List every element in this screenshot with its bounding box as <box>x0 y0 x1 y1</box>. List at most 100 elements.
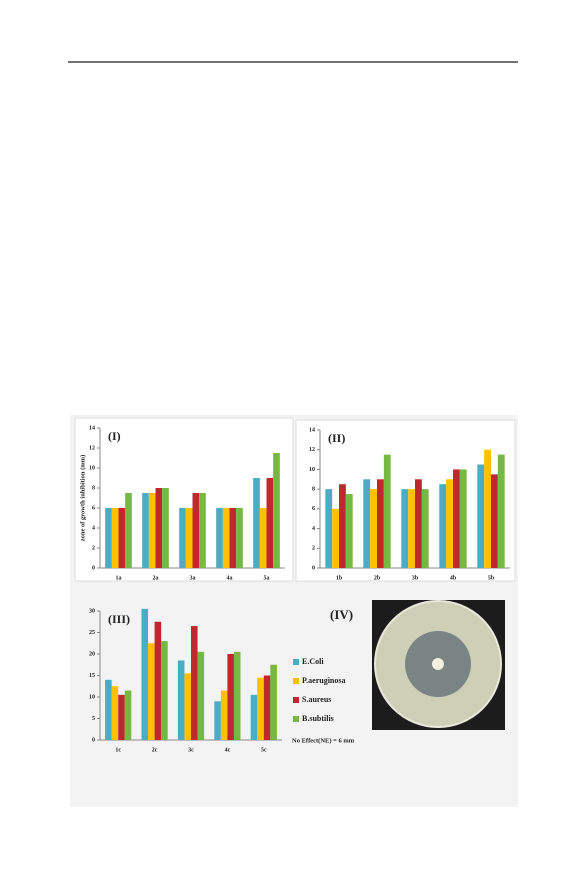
bar <box>111 508 119 568</box>
petri-photo <box>372 600 505 730</box>
bar <box>229 508 237 568</box>
x-tick-label: 2a <box>153 575 159 581</box>
panel-label: (I) <box>108 429 121 443</box>
y-tick-label: 30 <box>89 608 95 614</box>
y-tick-label: 2 <box>92 545 95 551</box>
bar <box>491 474 498 568</box>
panel-label: (II) <box>328 431 345 445</box>
bar <box>259 508 267 568</box>
bar <box>439 484 447 568</box>
bar <box>214 701 221 740</box>
y-tick-label: 4 <box>312 526 315 532</box>
bar <box>142 493 149 568</box>
y-tick-label: 15 <box>89 673 95 679</box>
legend-label: S.aureus <box>302 695 331 704</box>
bar <box>415 479 422 568</box>
bar <box>332 508 339 568</box>
y-tick-label: 4 <box>92 525 95 531</box>
x-tick-label: 5a <box>264 575 270 581</box>
bar <box>118 694 125 740</box>
y-tick-label: 6 <box>312 506 315 512</box>
bar <box>453 469 460 568</box>
legend-label: B.subtilis <box>302 714 334 723</box>
bar <box>459 469 467 568</box>
bar <box>339 484 346 568</box>
y-tick-label: 10 <box>309 467 315 473</box>
legend-swatch <box>293 716 299 722</box>
bar <box>148 643 155 740</box>
bar <box>477 464 485 568</box>
bar <box>124 690 132 740</box>
disc <box>432 658 444 670</box>
note: No Effect(NE) = 6 mm <box>292 737 355 744</box>
bar <box>270 664 277 740</box>
legend-swatch <box>293 659 299 665</box>
x-tick-label: 4a <box>227 575 233 581</box>
bar <box>185 508 193 568</box>
bar <box>233 651 241 740</box>
bar <box>184 673 191 740</box>
bar <box>227 654 234 740</box>
bar <box>421 489 429 568</box>
bar <box>253 478 260 568</box>
bar <box>363 479 371 568</box>
bar <box>199 493 206 568</box>
y-tick-label: 2 <box>312 546 315 552</box>
y-tick-label: 12 <box>89 445 95 451</box>
y-tick-label: 10 <box>89 694 95 700</box>
bar <box>370 489 377 568</box>
y-tick-label: 0 <box>92 565 95 571</box>
bar <box>155 488 163 568</box>
bar <box>192 493 200 568</box>
x-tick-label: 4c <box>225 747 231 753</box>
x-tick-label: 1a <box>116 575 122 581</box>
x-tick-label: 5b <box>488 575 495 581</box>
bar <box>273 453 280 568</box>
legend-label: P.aeruginosa <box>302 676 346 685</box>
y-tick-label: 10 <box>89 465 95 471</box>
y-tick-label: 14 <box>309 427 315 433</box>
y-tick-label: 12 <box>309 447 315 453</box>
bar <box>345 494 353 568</box>
bar <box>222 508 230 568</box>
bar <box>236 508 243 568</box>
y-axis-label: zone of growth inhibition (mm) <box>79 455 86 542</box>
bar <box>263 675 271 740</box>
y-tick-label: 0 <box>92 737 95 743</box>
bar <box>125 493 132 568</box>
bar <box>216 508 223 568</box>
x-tick-label: 1b <box>336 575 343 581</box>
bar <box>257 677 264 740</box>
x-tick-label: 3c <box>188 747 194 753</box>
bar <box>191 626 198 740</box>
bar <box>161 641 168 740</box>
y-tick-label: 8 <box>312 487 315 493</box>
x-tick-label: 2b <box>374 575 381 581</box>
x-tick-label: 1c <box>115 747 121 753</box>
bar <box>497 454 505 568</box>
bar <box>162 488 169 568</box>
bar <box>105 679 112 740</box>
bar <box>383 454 391 568</box>
x-tick-label: 5c <box>261 747 267 753</box>
y-tick-label: 14 <box>89 425 95 431</box>
bar <box>111 686 119 740</box>
bar <box>446 479 453 568</box>
bar <box>177 660 185 740</box>
legend-swatch <box>293 697 299 703</box>
bar <box>266 478 274 568</box>
bar <box>377 479 384 568</box>
bar <box>118 508 126 568</box>
y-tick-label: 8 <box>92 485 95 491</box>
bar <box>401 489 409 568</box>
legend-swatch <box>293 678 299 684</box>
bar <box>148 493 156 568</box>
bar <box>484 449 491 568</box>
bar <box>179 508 186 568</box>
bar <box>408 489 415 568</box>
y-tick-label: 6 <box>92 505 95 511</box>
bar <box>105 508 112 568</box>
bar <box>250 694 258 740</box>
